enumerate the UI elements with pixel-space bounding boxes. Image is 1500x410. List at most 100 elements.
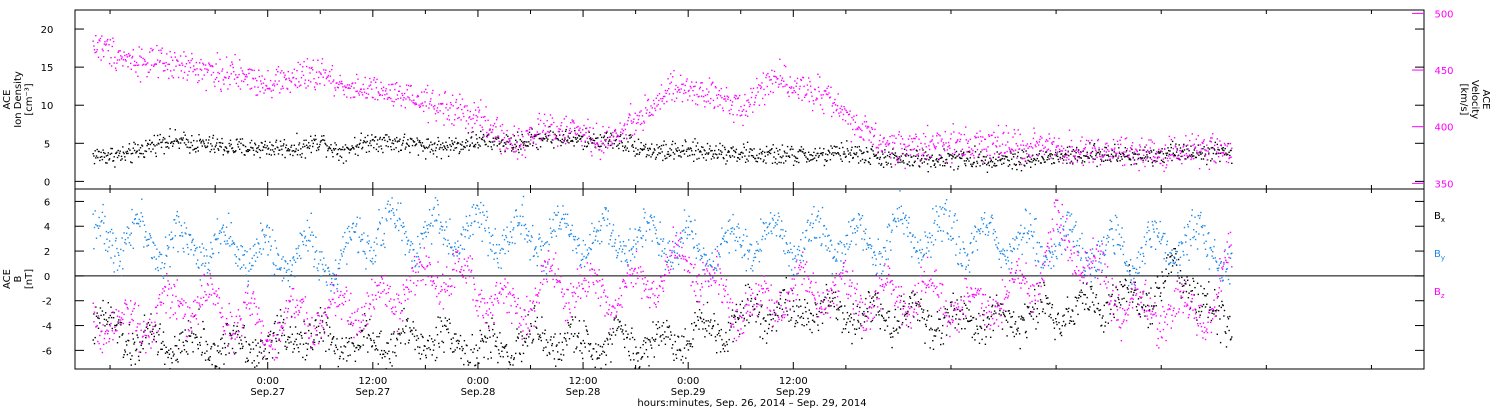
data-point <box>116 324 118 326</box>
data-point <box>334 87 336 89</box>
data-point <box>867 291 870 293</box>
data-point <box>1093 158 1095 161</box>
data-point <box>156 331 158 334</box>
data-point <box>505 134 508 136</box>
data-point <box>395 98 397 101</box>
data-point <box>984 343 987 345</box>
data-point <box>532 141 535 143</box>
data-point <box>963 160 966 162</box>
data-point <box>1131 145 1133 147</box>
data-point <box>1036 157 1038 160</box>
data-point <box>762 150 764 153</box>
data-point <box>1210 137 1212 139</box>
data-point <box>249 142 251 144</box>
data-point <box>1095 153 1098 155</box>
data-point <box>995 294 998 296</box>
data-point <box>755 321 757 323</box>
data-point <box>478 144 480 146</box>
data-point <box>154 324 157 326</box>
data-point <box>944 162 946 164</box>
data-point <box>930 156 932 158</box>
data-point <box>162 331 165 333</box>
data-point <box>206 68 208 70</box>
data-point <box>466 344 468 347</box>
data-point <box>449 149 452 151</box>
data-point <box>524 341 527 343</box>
data-point <box>313 86 316 88</box>
data-point <box>1028 145 1031 148</box>
data-point <box>1190 158 1192 161</box>
data-point <box>228 352 230 354</box>
data-point <box>316 83 318 85</box>
data-point <box>284 74 286 76</box>
data-point <box>897 332 899 334</box>
data-point <box>886 312 888 314</box>
data-point <box>236 138 238 140</box>
data-point <box>169 128 171 130</box>
data-point <box>1176 148 1178 150</box>
data-point <box>690 148 692 150</box>
data-point <box>446 328 448 331</box>
data-point <box>1064 155 1066 158</box>
data-point <box>649 339 651 341</box>
data-point <box>560 122 563 124</box>
data-point <box>166 53 168 55</box>
data-point <box>561 138 563 140</box>
data-point <box>100 151 102 154</box>
data-point <box>809 159 812 161</box>
data-point <box>329 70 331 73</box>
data-point <box>232 66 234 69</box>
data-point <box>971 336 973 339</box>
data-point <box>195 74 197 76</box>
data-point <box>642 129 644 131</box>
data-point <box>545 132 547 134</box>
data-point <box>375 87 378 89</box>
data-point <box>451 140 453 142</box>
data-point <box>755 160 757 162</box>
data-point <box>647 98 650 101</box>
data-point <box>153 143 155 146</box>
data-point <box>673 153 676 155</box>
data-point <box>1090 152 1092 154</box>
data-point <box>716 157 719 159</box>
data-point <box>585 325 587 327</box>
data-point <box>1030 146 1033 148</box>
data-point <box>735 303 738 306</box>
data-point <box>522 352 525 355</box>
data-point <box>130 153 132 155</box>
data-point <box>230 334 232 337</box>
data-point <box>464 146 466 149</box>
data-point <box>995 164 998 167</box>
data-point <box>283 334 286 336</box>
data-point <box>876 146 878 149</box>
data-point <box>832 102 834 105</box>
data-point <box>263 146 265 149</box>
data-point <box>969 320 971 322</box>
data-point <box>972 163 974 165</box>
data-point <box>182 137 184 139</box>
data-point <box>199 140 201 142</box>
data-point <box>227 150 230 153</box>
data-point <box>359 347 361 349</box>
data-point <box>114 56 116 58</box>
data-point <box>324 311 326 313</box>
data-point <box>987 162 989 165</box>
data-point <box>334 352 336 355</box>
data-point <box>1177 158 1180 160</box>
data-point <box>1035 159 1037 162</box>
data-point <box>476 138 478 140</box>
data-point <box>748 321 750 324</box>
data-point <box>952 292 954 294</box>
data-point <box>1076 161 1079 163</box>
data-point <box>454 114 456 116</box>
data-point <box>402 328 404 330</box>
data-point <box>477 147 479 149</box>
data-point <box>287 336 289 338</box>
data-point <box>197 81 199 84</box>
data-point <box>656 144 658 146</box>
data-point <box>1127 156 1130 159</box>
data-point <box>722 110 724 112</box>
data-point <box>463 115 465 118</box>
data-point <box>1212 147 1215 150</box>
data-point <box>398 150 400 153</box>
